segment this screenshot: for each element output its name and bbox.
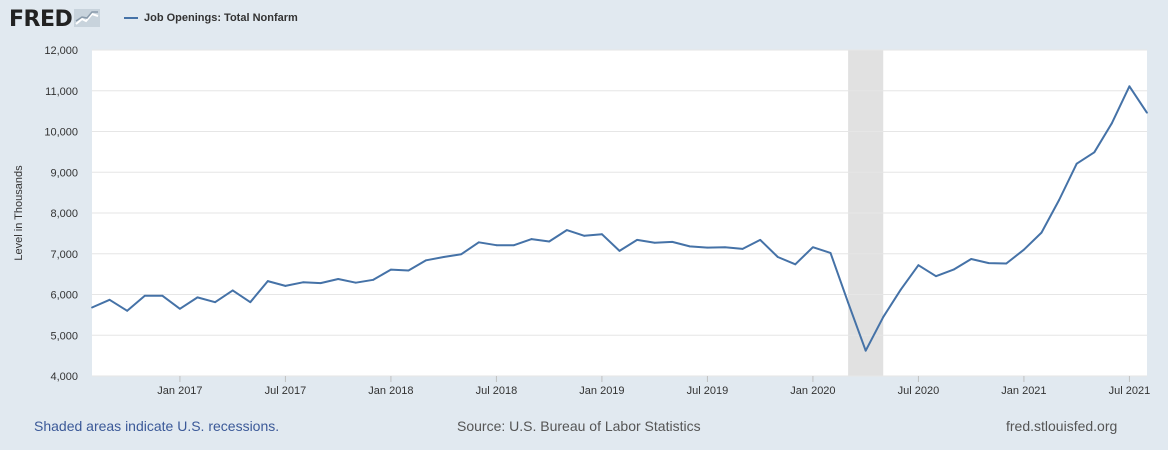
x-tick-label: Jan 2018: [368, 385, 413, 397]
data-point: [1093, 151, 1096, 154]
data-point: [354, 281, 357, 284]
data-point: [935, 275, 937, 278]
data-point: [266, 280, 269, 282]
data-point: [1110, 122, 1113, 125]
data-point: [688, 245, 691, 248]
data-point: [899, 288, 902, 291]
data-point: [741, 247, 744, 250]
data-point: [407, 269, 410, 272]
x-tick-label: Jul 2019: [687, 385, 729, 397]
data-point: [583, 234, 586, 237]
data-point: [284, 285, 287, 287]
y-tick-label: 12,000: [44, 45, 78, 57]
y-tick-label: 7,000: [50, 249, 78, 261]
data-point: [1146, 111, 1148, 114]
x-tick-label: Jan 2021: [1001, 385, 1046, 397]
data-point: [442, 256, 445, 258]
site-link[interactable]: fred.stlouisfed.org: [1006, 418, 1118, 434]
data-point: [970, 258, 973, 260]
data-point: [161, 294, 164, 297]
data-point: [319, 282, 322, 284]
y-tick-label: 4,000: [50, 371, 78, 383]
recession-note-link[interactable]: Shaded areas indicate U.S. recessions.: [34, 418, 280, 434]
data-point: [636, 238, 638, 241]
data-point: [495, 244, 498, 247]
data-point: [882, 316, 885, 318]
x-tick-label: Jan 2019: [579, 385, 624, 397]
data-point: [390, 268, 392, 271]
trend-chart-icon: [74, 9, 101, 27]
data-point: [460, 253, 463, 256]
data-point: [231, 289, 234, 292]
data-point: [987, 262, 990, 265]
data-point: [108, 298, 111, 301]
data-point: [565, 229, 568, 232]
data-point: [91, 306, 93, 309]
data-point: [513, 244, 515, 247]
data-point: [1023, 248, 1025, 251]
data-point: [759, 238, 762, 241]
data-point: [477, 241, 480, 244]
y-tick-label: 11,000: [45, 86, 78, 98]
y-tick-label: 10,000: [44, 127, 78, 139]
x-tick-label: Jul 2021: [1109, 385, 1151, 397]
fred-logo: FRED: [9, 6, 101, 34]
x-tick-label: Jul 2018: [476, 385, 518, 397]
y-tick-label: 8,000: [50, 208, 78, 220]
data-point: [214, 301, 216, 304]
source-text: Source: U.S. Bureau of Labor Statistics: [457, 418, 701, 434]
data-point: [847, 301, 849, 304]
data-point: [917, 264, 920, 267]
data-point: [812, 246, 814, 249]
y-axis-label: Level in Thousands: [13, 165, 25, 261]
data-point: [864, 349, 867, 352]
y-tick-label: 9,000: [50, 167, 78, 179]
data-point: [601, 233, 603, 236]
data-point: [1058, 199, 1060, 201]
data-point: [706, 246, 709, 249]
data-point: [794, 263, 797, 266]
data-point: [1075, 162, 1078, 165]
fred-logo-text: FRED: [9, 7, 73, 32]
data-point: [196, 296, 199, 299]
legend-series-label: Job Openings: Total Nonfarm: [144, 12, 298, 24]
x-tick-label: Jul 2017: [265, 385, 307, 397]
legend-swatch: [124, 17, 138, 19]
x-tick-label: Jan 2020: [790, 385, 835, 397]
data-point: [724, 246, 726, 249]
y-tick-label: 5,000: [50, 330, 78, 342]
data-point: [952, 268, 955, 271]
data-point: [425, 259, 427, 262]
y-tick-label: 6,000: [50, 290, 78, 302]
data-point: [1040, 231, 1043, 234]
data-point: [671, 241, 674, 243]
data-point: [1128, 85, 1131, 88]
data-point: [126, 309, 129, 312]
x-tick-label: Jan 2017: [157, 385, 202, 397]
chart-legend: Job Openings: Total Nonfarm: [124, 12, 298, 24]
data-point: [249, 301, 252, 304]
data-point: [372, 278, 375, 281]
data-point: [618, 249, 621, 252]
data-point: [1005, 262, 1008, 265]
data-point: [530, 238, 533, 240]
data-point: [302, 281, 304, 284]
data-point: [829, 252, 832, 254]
data-point: [653, 241, 656, 244]
x-tick-label: Jul 2020: [898, 385, 940, 397]
data-point: [776, 256, 779, 258]
data-point: [548, 240, 551, 243]
data-point: [337, 278, 340, 280]
data-point: [179, 307, 181, 310]
data-point: [143, 294, 146, 297]
